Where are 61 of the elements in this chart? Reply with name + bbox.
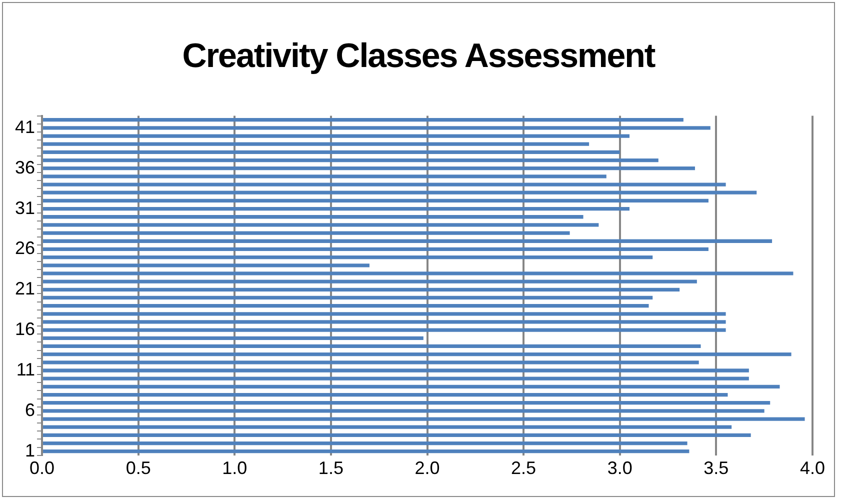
bar [43,425,732,429]
bar [43,288,680,292]
x-tick-label: 2.5 [511,458,536,478]
x-tick-label: 0.0 [30,458,55,478]
bar [43,441,688,446]
y-tick-label: 16 [14,319,36,340]
bar [43,409,764,413]
bar [43,231,570,235]
bar [43,296,653,300]
x-tick-label: 4.0 [800,458,826,478]
bar [43,255,653,260]
bar [43,336,424,340]
bar [43,134,630,138]
bar [43,190,757,194]
bar [43,272,794,276]
y-tick-label: 6 [25,400,36,420]
bar [43,142,590,146]
bar [43,150,620,154]
bar [43,198,708,203]
bar [43,417,805,421]
bar [43,450,690,454]
x-tick-label: 1.5 [318,458,344,478]
y-tick-label: 36 [14,157,36,178]
bar [43,352,792,356]
bar [43,118,684,122]
bar [43,376,749,380]
y-tick-label: 26 [14,238,36,258]
bar [43,401,770,405]
y-tick-label: 1 [25,440,36,460]
y-tick-label: 11 [16,359,36,380]
x-tick-label: 0.5 [126,458,151,478]
bar [43,344,701,348]
bar [43,206,630,211]
bar [43,239,772,243]
bar [43,320,726,324]
bar [43,328,726,332]
bar [43,312,726,316]
bar [43,264,370,268]
bar [43,126,710,130]
x-tick-label: 3.0 [607,458,632,478]
bar [43,392,728,397]
chart-title: Creativity Classes Assessment [181,37,656,76]
bar [43,384,780,388]
bar [43,368,749,372]
bar [43,182,726,186]
bar [43,174,606,178]
bar [43,304,649,308]
bar [43,280,697,284]
x-tick-label: 1.0 [222,458,248,478]
bar [43,166,695,170]
bar [43,247,708,252]
y-tick-label: 21 [14,278,36,299]
bar [43,215,584,219]
bar [43,158,658,162]
x-tick-label: 2.0 [414,458,440,478]
y-tick-label: 41 [14,116,36,137]
bar [43,223,599,227]
bar [43,433,751,438]
y-tick-label: 31 [14,198,36,218]
x-tick-label: 3.5 [704,458,729,478]
bar [43,360,699,364]
